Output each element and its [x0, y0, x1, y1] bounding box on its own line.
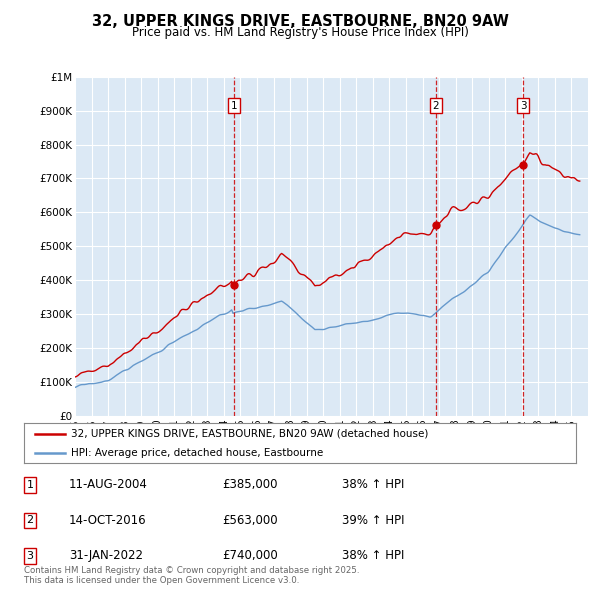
Text: Price paid vs. HM Land Registry's House Price Index (HPI): Price paid vs. HM Land Registry's House … — [131, 26, 469, 39]
Text: 2: 2 — [26, 516, 34, 525]
Text: 3: 3 — [520, 100, 526, 110]
Text: 38% ↑ HPI: 38% ↑ HPI — [342, 549, 404, 562]
Text: 3: 3 — [26, 551, 34, 560]
Text: 2: 2 — [432, 100, 439, 110]
Text: £740,000: £740,000 — [222, 549, 278, 562]
Text: 14-OCT-2016: 14-OCT-2016 — [69, 514, 146, 527]
Text: Contains HM Land Registry data © Crown copyright and database right 2025.
This d: Contains HM Land Registry data © Crown c… — [24, 566, 359, 585]
Text: 31-JAN-2022: 31-JAN-2022 — [69, 549, 143, 562]
Text: £385,000: £385,000 — [222, 478, 277, 491]
Text: 32, UPPER KINGS DRIVE, EASTBOURNE, BN20 9AW (detached house): 32, UPPER KINGS DRIVE, EASTBOURNE, BN20 … — [71, 429, 428, 439]
Text: 11-AUG-2004: 11-AUG-2004 — [69, 478, 148, 491]
Text: 38% ↑ HPI: 38% ↑ HPI — [342, 478, 404, 491]
Text: 1: 1 — [26, 480, 34, 490]
Text: 1: 1 — [231, 100, 238, 110]
Text: 32, UPPER KINGS DRIVE, EASTBOURNE, BN20 9AW: 32, UPPER KINGS DRIVE, EASTBOURNE, BN20 … — [92, 14, 508, 29]
Text: £563,000: £563,000 — [222, 514, 278, 527]
Text: HPI: Average price, detached house, Eastbourne: HPI: Average price, detached house, East… — [71, 448, 323, 458]
Text: 39% ↑ HPI: 39% ↑ HPI — [342, 514, 404, 527]
